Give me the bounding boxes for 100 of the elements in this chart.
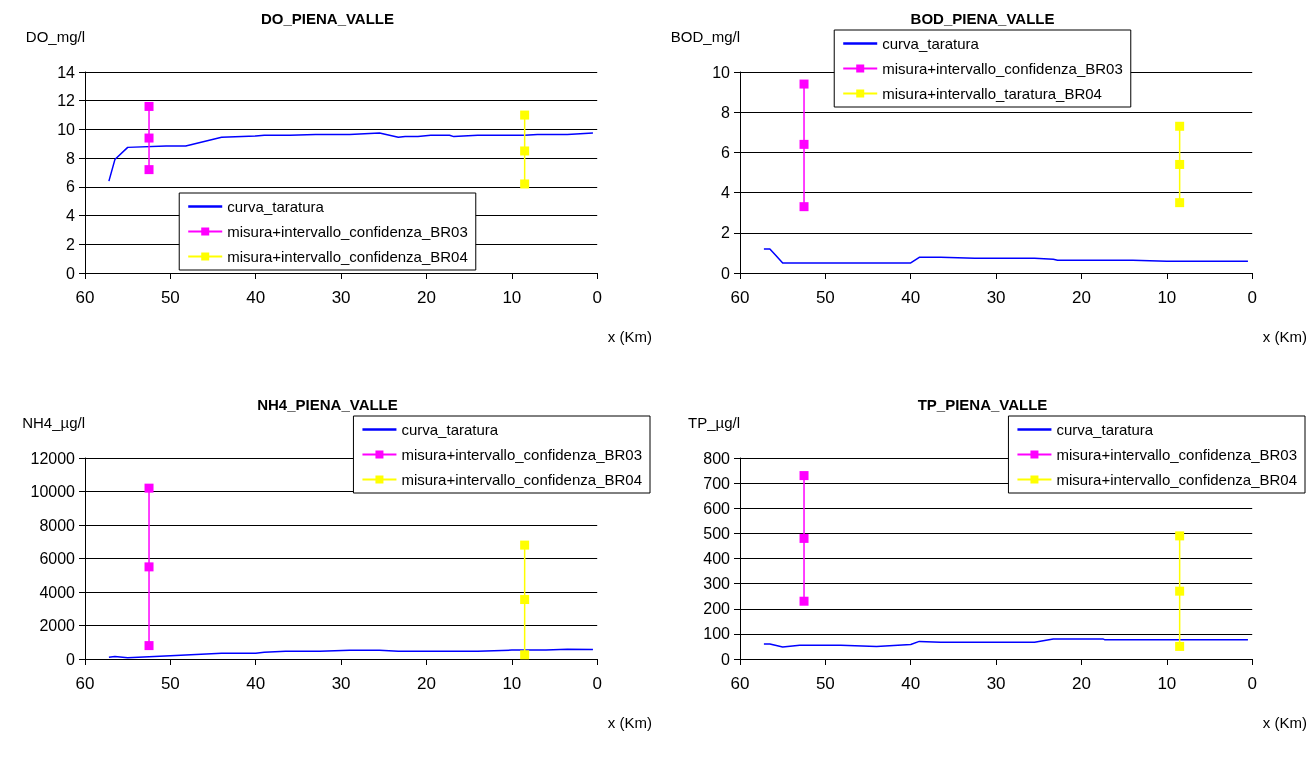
x-tick-label: 60	[75, 288, 95, 307]
x-tick-label: 20	[417, 288, 436, 307]
x-tick-label: 0	[1247, 288, 1257, 307]
y-axis-title: DO_mg/l	[25, 28, 85, 45]
y-tick-label: 800	[703, 449, 731, 467]
x-tick-label: 60	[730, 288, 750, 307]
point	[799, 79, 809, 89]
point	[520, 595, 530, 605]
y-tick-label: 0	[66, 264, 76, 282]
point	[520, 110, 530, 120]
y-tick-label: 6	[66, 178, 76, 196]
point	[1175, 198, 1185, 208]
x-tick-label: 0	[592, 674, 602, 693]
point	[799, 471, 809, 481]
x-tick-label: 30	[986, 674, 1006, 693]
x-tick-label: 40	[901, 288, 921, 307]
x-axis-title: x (Km)	[607, 713, 653, 731]
x-tick-label: 50	[815, 674, 835, 693]
x-axis-title: x (Km)	[607, 327, 653, 345]
x-tick-label: 0	[1247, 674, 1257, 693]
y-tick-label: 10000	[30, 483, 76, 500]
y-axis-title: BOD_mg/l	[670, 28, 740, 45]
x-tick-label: 50	[160, 674, 180, 693]
y-tick-label: 4000	[39, 583, 76, 601]
chart-title: BOD_PIENA_VALLE	[910, 10, 1055, 27]
legend-label: misura+intervallo_confidenza_BR04	[401, 471, 643, 488]
x-tick-label: 0	[592, 288, 602, 307]
y-axis-title: NH4_µg/l	[22, 414, 85, 431]
legend-label: misura+intervallo_taratura_BR04	[882, 85, 1102, 102]
y-tick-label: 8000	[39, 516, 76, 534]
legend-label: misura+intervallo_confidenza_BR03	[882, 60, 1123, 77]
y-tick-label: 8	[66, 149, 76, 167]
line-series	[108, 648, 594, 659]
y-tick-label: 200	[703, 600, 731, 618]
legend-label: misura+intervallo_confidenza_BR03	[227, 223, 468, 240]
x-tick-label: 40	[246, 674, 266, 693]
y-tick-label: 6	[721, 143, 731, 161]
legend-label: curva_taratura	[401, 421, 499, 438]
y-tick-label: 100	[703, 625, 731, 643]
legend-label: misura+intervallo_confidenza_BR03	[1056, 446, 1298, 463]
point	[799, 139, 809, 149]
x-tick-label: 10	[1157, 288, 1177, 307]
y-tick-label: 4	[66, 207, 76, 225]
y-tick-label: 2000	[39, 617, 76, 634]
point	[799, 202, 809, 212]
chart-title: NH4_PIENA_VALLE	[257, 396, 398, 413]
x-tick-label: 30	[331, 288, 351, 307]
legend-label: misura+intervallo_confidenza_BR04	[1056, 471, 1298, 488]
y-tick-label: 0	[721, 264, 731, 282]
point	[144, 483, 154, 493]
x-tick-label: 20	[1072, 674, 1091, 693]
x-tick-label: 40	[246, 288, 266, 307]
y-tick-label: 10	[712, 63, 731, 81]
point	[520, 650, 530, 660]
legend-label: misura+intervallo_confidenza_BR03	[401, 446, 643, 463]
y-tick-label: 2	[66, 235, 76, 253]
point	[520, 179, 530, 189]
y-tick-label: 500	[703, 524, 731, 542]
y-tick-label: 4	[721, 184, 731, 202]
point	[1175, 121, 1185, 131]
y-tick-label: 12	[57, 92, 76, 110]
point	[1175, 641, 1185, 651]
x-tick-label: 60	[75, 674, 95, 693]
x-tick-label: 50	[815, 288, 835, 307]
legend-label: curva_taratura	[1056, 421, 1154, 438]
point	[1175, 531, 1185, 541]
x-tick-label: 30	[331, 674, 351, 693]
point	[520, 540, 530, 550]
x-tick-label: 60	[730, 674, 750, 693]
y-axis-title: TP_µg/l	[688, 414, 740, 431]
chart-title: TP_PIENA_VALLE	[917, 396, 1048, 413]
y-tick-label: 12000	[30, 449, 76, 467]
point	[144, 641, 154, 651]
y-tick-label: 10	[57, 120, 76, 138]
x-axis-title: x (Km)	[1262, 327, 1308, 345]
line-series	[763, 638, 1249, 648]
x-tick-label: 20	[417, 674, 436, 693]
point	[1175, 159, 1185, 169]
line-series	[108, 132, 594, 182]
legend-label: curva_taratura	[882, 35, 980, 52]
point	[520, 146, 530, 156]
y-tick-label: 6000	[39, 550, 76, 567]
x-axis-title: x (Km)	[1262, 713, 1308, 731]
y-tick-label: 600	[703, 499, 731, 517]
point	[144, 562, 154, 572]
x-tick-label: 20	[1072, 288, 1091, 307]
point	[144, 165, 154, 175]
x-tick-label: 30	[986, 288, 1006, 307]
y-tick-label: 300	[703, 575, 731, 593]
x-tick-label: 40	[901, 674, 921, 693]
y-tick-label: 8	[721, 103, 731, 121]
point	[144, 101, 154, 111]
y-tick-label: 0	[66, 650, 76, 668]
x-tick-label: 50	[160, 288, 180, 307]
chart-title: DO_PIENA_VALLE	[260, 10, 395, 27]
point	[799, 596, 809, 606]
y-tick-label: 400	[703, 550, 731, 567]
line-series	[763, 248, 1249, 264]
point	[144, 133, 154, 143]
point	[1175, 586, 1185, 596]
